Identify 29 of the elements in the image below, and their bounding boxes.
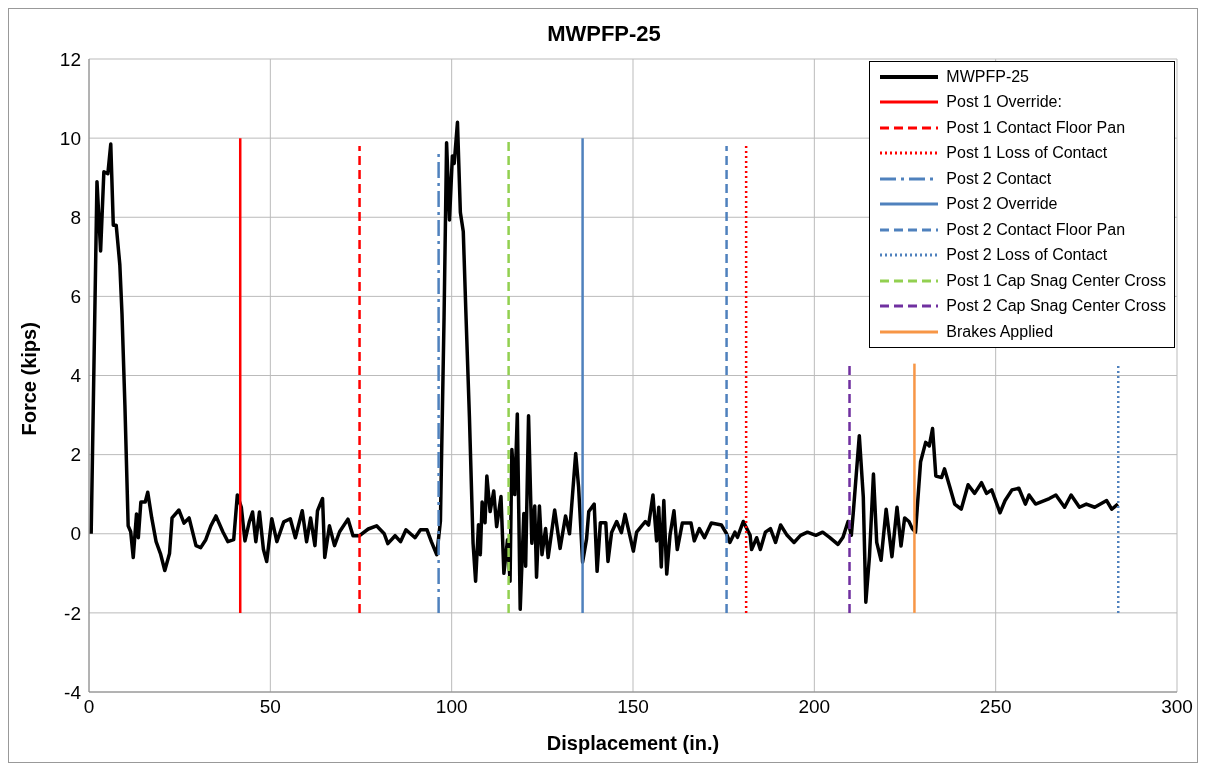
- y-tick-label: 2: [70, 444, 81, 466]
- x-tick-label: 250: [979, 696, 1012, 718]
- y-tick-label: -2: [64, 602, 81, 624]
- legend-label: Post 1 Loss of Contact: [946, 144, 1108, 163]
- chart-title: MWPFP-25: [546, 21, 662, 47]
- legend-label: Brakes Applied: [946, 322, 1054, 341]
- y-tick-label: 0: [70, 523, 81, 545]
- legend-label: Post 2 Contact Floor Pan: [946, 220, 1126, 239]
- legend-label: Post 1 Cap Snag Center Cross: [946, 271, 1166, 290]
- legend-label: MWPFP-25: [946, 67, 1029, 86]
- x-tick-label: 100: [435, 696, 468, 718]
- legend-label: Post 2 Contact: [946, 169, 1052, 188]
- legend-label: Post 2 Loss of Contact: [946, 246, 1108, 265]
- y-tick-label: 10: [59, 127, 81, 149]
- x-tick-label: 300: [1161, 696, 1193, 718]
- y-axis-title: Force (kips): [18, 322, 41, 436]
- x-tick-label: 150: [617, 696, 649, 718]
- y-tick-label: 6: [70, 286, 81, 308]
- y-tick-label: 4: [70, 365, 82, 387]
- x-axis-title: Displacement (in.): [546, 732, 720, 754]
- legend-label: Post 2 Override: [946, 195, 1058, 214]
- legend-label: Post 2 Cap Snag Center Cross: [946, 297, 1166, 316]
- x-tick-label: 50: [259, 696, 281, 718]
- legend-label: Post 1 Contact Floor Pan: [946, 118, 1126, 137]
- x-tick-label: 200: [798, 696, 831, 718]
- y-tick-label: -4: [64, 681, 82, 703]
- y-tick-label: 12: [59, 48, 81, 70]
- y-tick-label: 8: [70, 206, 81, 228]
- legend-label: Post 1 Override:: [946, 93, 1062, 112]
